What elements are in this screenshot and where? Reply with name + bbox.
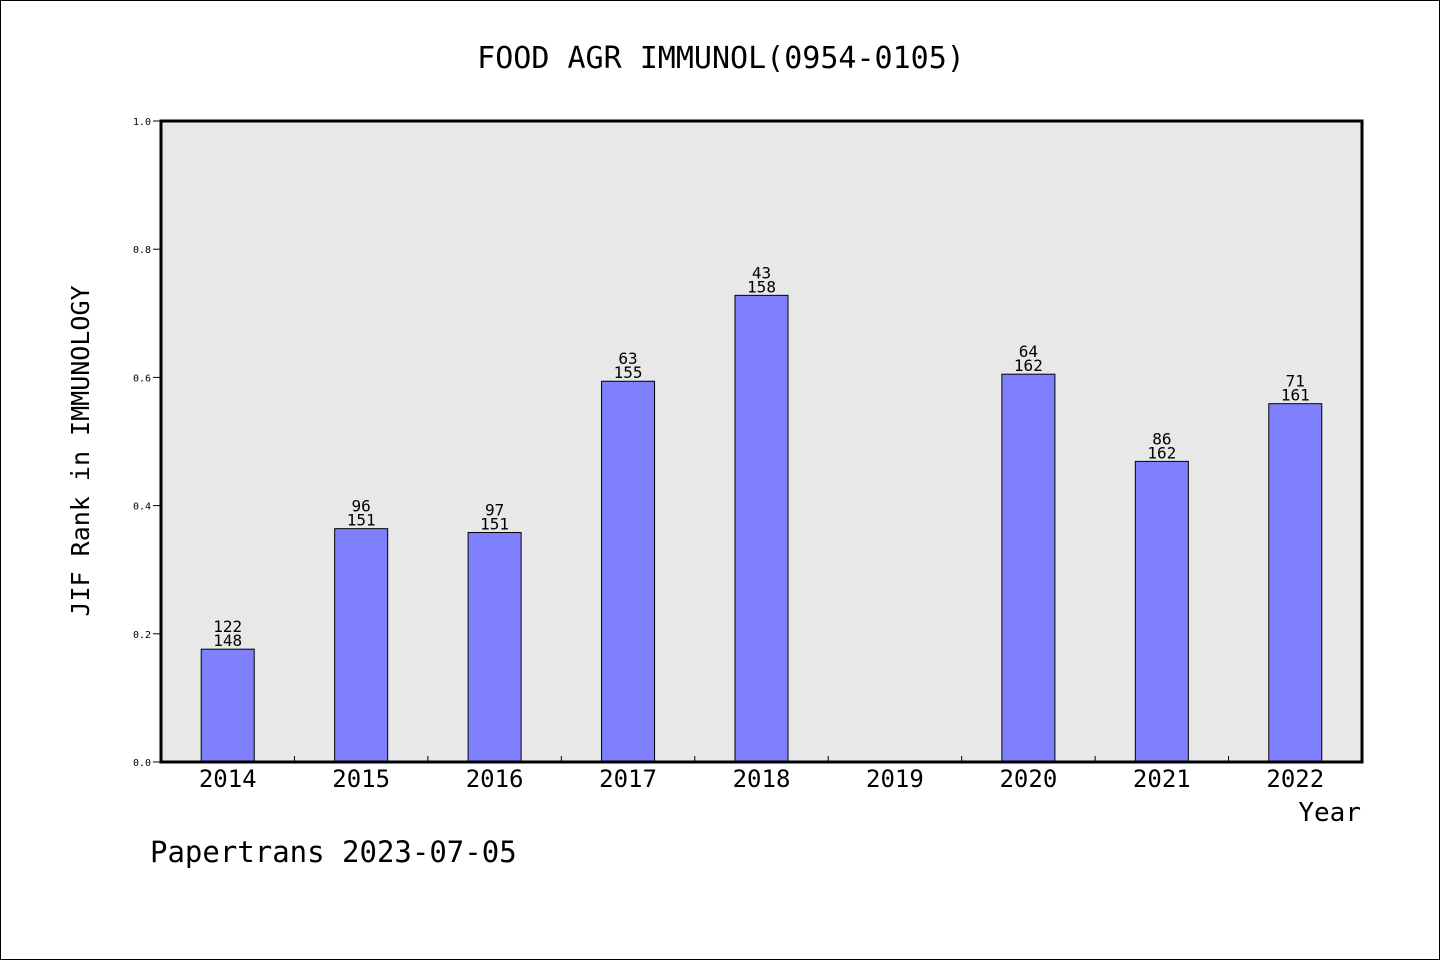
x-tick-label: 2022: [1266, 765, 1324, 793]
bar-total-label: 148: [213, 631, 242, 650]
bar-total-label: 151: [480, 515, 509, 534]
y-tick-label: 0.4: [133, 502, 151, 513]
bar-rank-label: 86: [1152, 429, 1171, 448]
y-axis-label: JIF Rank in IMMUNOLOGY: [66, 285, 95, 616]
bar-total-label: 155: [614, 363, 643, 382]
bar-2017: [601, 380, 656, 763]
x-tick-label: 2019: [866, 765, 924, 793]
plot-frame: [159, 119, 1364, 764]
bar-2015: [334, 528, 389, 763]
chart-title: FOOD AGR IMMUNOL(0954-0105): [477, 41, 965, 76]
bar-2022: [1268, 403, 1323, 763]
x-axis-label: Year: [1298, 798, 1361, 828]
bar-2018: [734, 294, 789, 763]
bar-rank-label: 97: [485, 501, 504, 520]
x-tick-label: 2016: [466, 765, 524, 793]
x-tick-label: 2020: [999, 765, 1057, 793]
bar-total-label: 162: [1014, 356, 1043, 375]
y-tick-label: 0.2: [133, 630, 151, 641]
x-tick-label: 2017: [599, 765, 657, 793]
y-tick-label: 0.8: [133, 245, 151, 256]
bar-total-label: 158: [747, 277, 776, 296]
x-tick-label: 2015: [332, 765, 390, 793]
bar-rank-label: 71: [1286, 372, 1305, 391]
y-tick-label: 0.0: [133, 758, 151, 769]
bar-total-label: 162: [1147, 443, 1176, 462]
bar-2016: [467, 532, 522, 763]
bar-2020: [1001, 373, 1056, 763]
bar-2021: [1134, 460, 1189, 763]
bar-total-label: 151: [347, 511, 376, 530]
x-tick-label: 2018: [733, 765, 791, 793]
y-tick-label: 0.6: [133, 373, 151, 384]
bar-2014: [200, 648, 255, 763]
y-tick-label: 1.0: [133, 117, 151, 128]
bar-rank-label: 64: [1019, 342, 1038, 361]
bar-rank-label: 43: [752, 263, 771, 282]
bar-total-label: 161: [1281, 386, 1310, 405]
footer-credit: Papertrans 2023-07-05: [150, 835, 517, 869]
bar-rank-label: 122: [213, 617, 242, 636]
bar-rank-label: 63: [618, 349, 637, 368]
x-tick-label: 2014: [199, 765, 257, 793]
x-tick-label: 2021: [1133, 765, 1191, 793]
bar-rank-label: 96: [352, 497, 371, 516]
